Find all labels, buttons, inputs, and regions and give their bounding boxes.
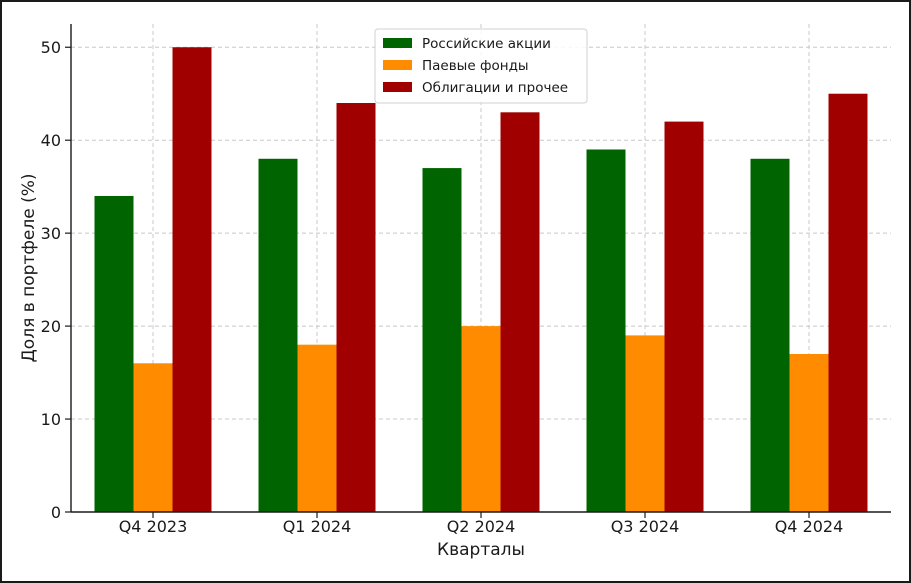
x-tick-labels: Q4 2023 Q1 2024 Q2 2024 Q3 2024 Q4 2024: [119, 517, 844, 536]
y-tick-label: 30: [41, 224, 61, 243]
axes: [65, 24, 891, 518]
legend-swatch: [383, 60, 412, 70]
x-tick-label: Q4 2024: [775, 517, 844, 536]
x-tick-label: Q3 2024: [611, 517, 680, 536]
y-tick-label: 20: [41, 317, 61, 336]
legend-box: [374, 28, 588, 104]
legend: Российские акции Паевые фонды Облигации и …: [374, 28, 588, 104]
bar-2-q4-2023: [133, 363, 173, 512]
y-tick-label: 0: [51, 503, 61, 522]
x-tick-label: Q2 2024: [447, 517, 516, 536]
bar-2-q2-2024: [461, 326, 501, 512]
legend-label: Российские акции: [422, 36, 551, 52]
legend-label: Паевые фонды: [422, 58, 529, 74]
x-tick-label: Q4 2023: [119, 517, 188, 536]
y-axis-label: Доля в портфеле (%): [19, 174, 39, 363]
bar-3-q4-2023: [172, 47, 212, 512]
bar-1-q3-2024: [586, 149, 626, 512]
legend-label: Облигации и прочее: [422, 80, 568, 96]
legend-swatch: [383, 82, 412, 92]
y-tick-label: 50: [41, 38, 61, 57]
bar-3-q3-2024: [664, 121, 704, 512]
y-tick-label: 40: [41, 131, 61, 150]
x-axis-label: Кварталы: [437, 540, 525, 560]
bar-3-q2-2024: [500, 112, 540, 513]
y-tick-labels: 0 10 20 30 40 50: [41, 38, 61, 522]
legend-swatch: [383, 38, 412, 48]
bar-1-q4-2024: [750, 158, 790, 512]
bar-1-q2-2024: [422, 168, 462, 513]
bar-2-q1-2024: [297, 344, 337, 512]
y-tick-label: 10: [41, 410, 61, 429]
bar-2-q4-2024: [789, 353, 829, 512]
x-tick-label: Q1 2024: [283, 517, 352, 536]
bar-1-q4-2023: [94, 195, 134, 512]
bars: [94, 47, 868, 513]
bar-2-q3-2024: [625, 335, 665, 512]
bar-3-q1-2024: [336, 103, 376, 512]
bar-3-q4-2024: [828, 93, 868, 512]
bar-1-q1-2024: [258, 158, 298, 512]
